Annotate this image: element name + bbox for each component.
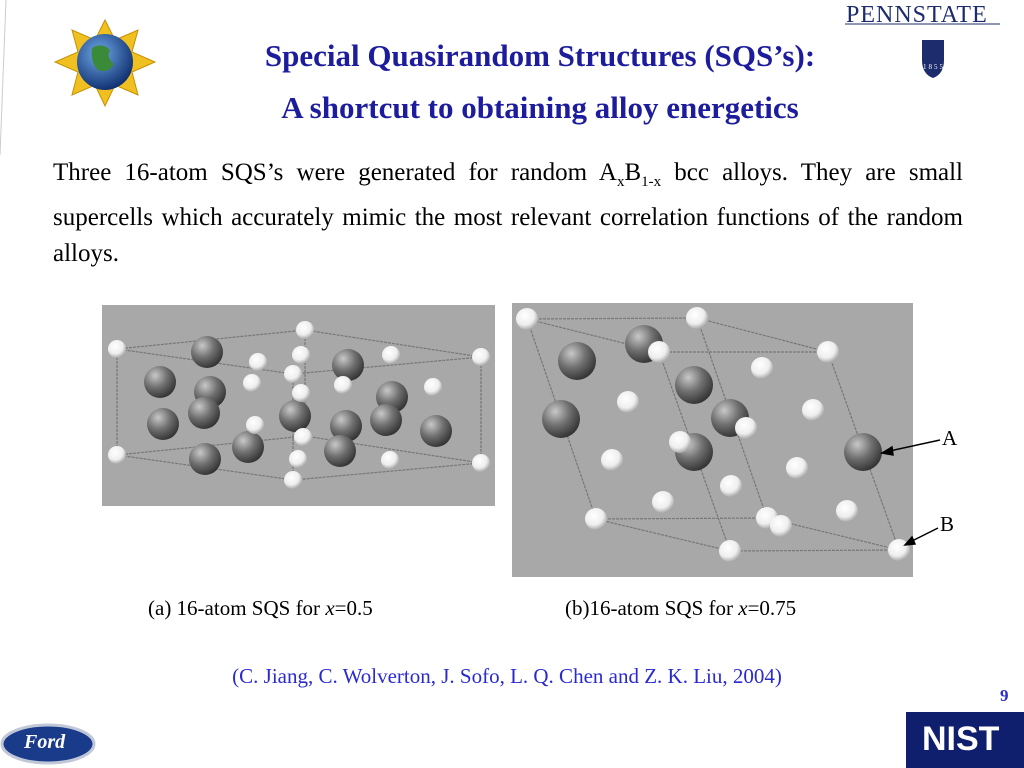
atom [289, 450, 307, 468]
globe-logo [53, 18, 157, 108]
atom [770, 515, 792, 537]
atom [675, 366, 713, 404]
nist-logo [906, 712, 1024, 768]
atom [330, 410, 362, 442]
text: (a) 16-atom SQS for [148, 596, 326, 620]
cell-edge [292, 462, 482, 481]
atom [472, 454, 490, 472]
atom [334, 376, 352, 394]
atom [284, 365, 302, 383]
atom [558, 342, 596, 380]
cell-edge [595, 517, 768, 520]
atom [249, 353, 267, 371]
atom [719, 540, 741, 562]
text: (b)16-atom SQS for [565, 596, 739, 620]
variable: x [325, 596, 335, 620]
atom [189, 443, 221, 475]
atom [188, 397, 220, 429]
atom [516, 308, 538, 330]
atom [246, 416, 264, 434]
atom [108, 340, 126, 358]
atom [542, 400, 580, 438]
atom [585, 508, 607, 530]
ford-logo [0, 723, 96, 765]
atom [144, 366, 176, 398]
atom [424, 378, 442, 396]
atom [617, 391, 639, 413]
atom [648, 341, 670, 363]
title-line: Special Quasirandom Structures (SQS’s): [264, 38, 816, 73]
pennstate-shield [922, 40, 944, 78]
atom [420, 415, 452, 447]
page-number: 9 [1000, 686, 1009, 705]
title-line: A shortcut to obtaining alloy energetics [281, 90, 799, 125]
citation: (C. Jiang, C. Wolverton, J. Sofo, L. Q. … [232, 664, 782, 688]
atom [652, 491, 674, 513]
atom [147, 408, 179, 440]
edge [0, 0, 7, 156]
atom [292, 384, 310, 402]
text: bcc alloys. They are small supercells wh… [53, 159, 963, 267]
atom [836, 500, 858, 522]
atom [720, 475, 742, 497]
pennstate-year: 1855 [923, 63, 945, 71]
variable: x [738, 596, 748, 620]
cell-edge [696, 317, 829, 353]
atom [382, 346, 400, 364]
cell-edge [292, 356, 482, 375]
paragraph: Three 16-atom SQS’s were generated for r… [53, 155, 963, 272]
atom [191, 336, 223, 368]
caption: (a) 16-atom SQS for x=0.5 [148, 596, 373, 621]
atom [294, 428, 312, 446]
caption: (b)16-atom SQS for x=0.75 [565, 596, 796, 621]
atom [751, 357, 773, 379]
pennstate-text: PENNSTATE [846, 2, 988, 28]
cell-edge [729, 549, 900, 552]
atom [332, 349, 364, 381]
atoms [108, 307, 910, 562]
text: Three 16-atom SQS’s were generated for r… [53, 159, 617, 186]
subscript: 1-x [641, 174, 662, 190]
atom [472, 348, 490, 366]
atom [381, 451, 399, 469]
atom [324, 435, 356, 467]
atom [735, 417, 757, 439]
text: =0.5 [334, 596, 373, 620]
cell-edge [526, 317, 698, 320]
atom [292, 346, 310, 364]
cell-edge [304, 329, 482, 358]
subscript: x [616, 174, 625, 190]
text: =0.75 [747, 596, 797, 620]
atom [279, 400, 311, 432]
atom [370, 404, 402, 436]
cell-edge [595, 518, 731, 552]
label-b: B [940, 512, 955, 536]
atom [284, 471, 302, 489]
arrows [879, 439, 941, 546]
atom [232, 431, 264, 463]
atom [802, 399, 824, 421]
atom [669, 431, 691, 453]
atom [686, 307, 708, 329]
atom [844, 433, 882, 471]
ford-text: Ford [24, 731, 66, 753]
atom [817, 341, 839, 363]
label-a: A [942, 426, 958, 450]
atom [601, 449, 623, 471]
nist-text: NIST [922, 720, 1000, 758]
text: B [624, 159, 642, 186]
atom [243, 374, 261, 392]
atom [786, 457, 808, 479]
atom [108, 446, 126, 464]
atom [296, 321, 314, 339]
